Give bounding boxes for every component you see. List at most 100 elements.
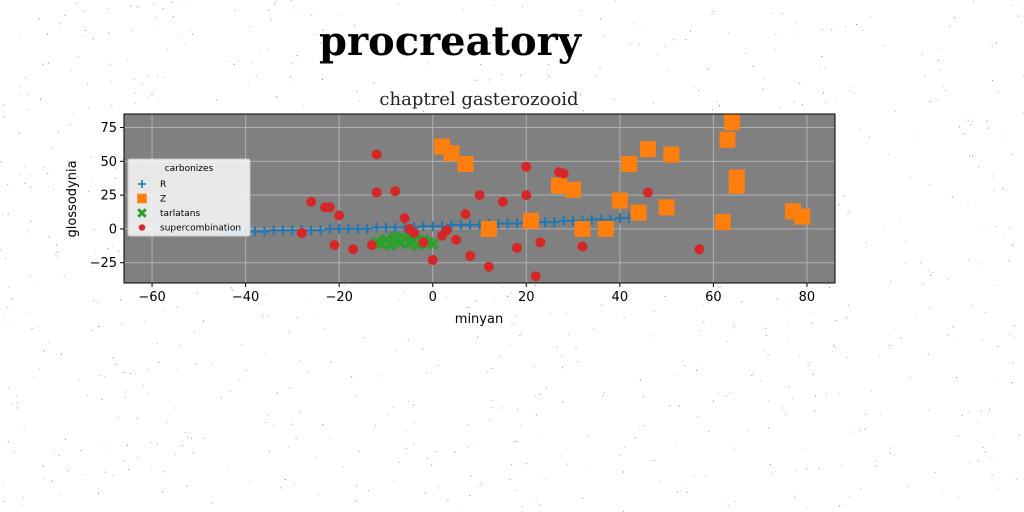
data-point	[530, 271, 541, 282]
data-point	[714, 214, 731, 231]
data-point	[371, 149, 382, 160]
noise-dot	[16, 395, 18, 397]
noise-dot	[895, 111, 896, 112]
noise-dot	[760, 380, 762, 382]
noise-dot	[669, 405, 671, 407]
data-point	[621, 156, 638, 173]
noise-dot	[134, 102, 136, 104]
noise-dot	[798, 354, 800, 356]
data-point	[259, 226, 270, 237]
data-point	[418, 237, 429, 248]
noise-dot	[480, 64, 482, 66]
noise-dot	[581, 497, 583, 499]
noise-dot	[720, 286, 722, 288]
noise-dot	[836, 99, 838, 101]
noise-dot	[623, 317, 625, 318]
noise-dot	[884, 225, 886, 227]
noise-dot	[405, 430, 407, 432]
noise-dot	[103, 447, 105, 449]
noise-dot	[693, 86, 695, 88]
data-point	[390, 186, 401, 197]
noise-dot	[496, 53, 497, 55]
noise-dot	[423, 110, 424, 112]
noise-dot	[34, 283, 36, 285]
noise-dot	[799, 82, 801, 84]
noise-dot	[796, 22, 798, 24]
noise-dot	[463, 45, 465, 47]
noise-dot	[451, 45, 453, 47]
noise-dot	[248, 85, 250, 87]
noise-dot	[270, 19, 272, 21]
noise-dot	[481, 482, 483, 484]
noise-dot	[48, 236, 50, 238]
noise-dot	[42, 63, 44, 65]
data-point	[558, 215, 569, 226]
noise-dot	[844, 504, 846, 506]
noise-dot	[157, 100, 159, 101]
data-point	[329, 240, 340, 251]
noise-dot	[171, 1, 173, 3]
noise-dot	[535, 414, 537, 416]
noise-dot	[501, 47, 503, 49]
noise-dot	[47, 173, 49, 174]
noise-dot	[997, 345, 999, 347]
noise-dot	[673, 39, 675, 41]
noise-dot	[762, 78, 764, 80]
noise-dot	[652, 335, 654, 337]
noise-dot	[510, 324, 512, 326]
noise-dot	[843, 195, 845, 197]
noise-dot	[329, 437, 331, 439]
noise-dot	[920, 262, 922, 264]
noise-dot	[435, 451, 437, 452]
noise-dot	[511, 292, 513, 294]
series-z	[434, 114, 811, 237]
noise-dot	[568, 334, 570, 335]
noise-dot	[639, 44, 640, 46]
noise-dot	[959, 126, 960, 128]
noise-dot	[703, 321, 705, 323]
data-point	[446, 219, 457, 230]
noise-dot	[909, 176, 911, 178]
noise-dot	[211, 362, 212, 364]
noise-dot	[211, 502, 213, 504]
noise-dot	[172, 15, 174, 17]
noise-dot	[1008, 260, 1010, 262]
noise-dot	[48, 341, 50, 343]
noise-dot	[599, 67, 601, 69]
noise-dot	[494, 34, 496, 35]
noise-dot	[13, 452, 15, 454]
noise-dot	[593, 328, 594, 330]
noise-dot	[838, 204, 840, 206]
noise-dot	[196, 292, 198, 294]
noise-dot	[273, 425, 275, 427]
noise-dot	[521, 510, 523, 512]
noise-dot	[18, 37, 20, 39]
noise-dot	[315, 457, 317, 459]
data-point	[457, 156, 474, 173]
noise-dot	[88, 107, 90, 109]
noise-dot	[769, 464, 771, 465]
noise-dot	[53, 188, 54, 190]
noise-dot	[633, 23, 635, 25]
noise-dot	[98, 326, 100, 328]
noise-dot	[986, 120, 988, 122]
noise-dot	[299, 360, 301, 362]
noise-dot	[522, 6, 524, 7]
noise-dot	[23, 425, 25, 427]
noise-dot	[535, 497, 537, 499]
noise-dot	[987, 127, 989, 129]
noise-dot	[698, 330, 700, 332]
noise-dot	[642, 396, 644, 398]
noise-dot	[144, 320, 146, 322]
noise-dot	[698, 362, 699, 364]
noise-dot	[393, 479, 395, 481]
noise-dot	[505, 26, 507, 28]
noise-dot	[809, 313, 811, 315]
noise-dot	[972, 155, 973, 157]
noise-dot	[7, 184, 9, 186]
noise-dot	[956, 377, 957, 378]
noise-dot	[526, 103, 528, 104]
noise-dot	[302, 105, 304, 107]
noise-dot	[619, 455, 621, 456]
noise-dot	[175, 453, 177, 455]
